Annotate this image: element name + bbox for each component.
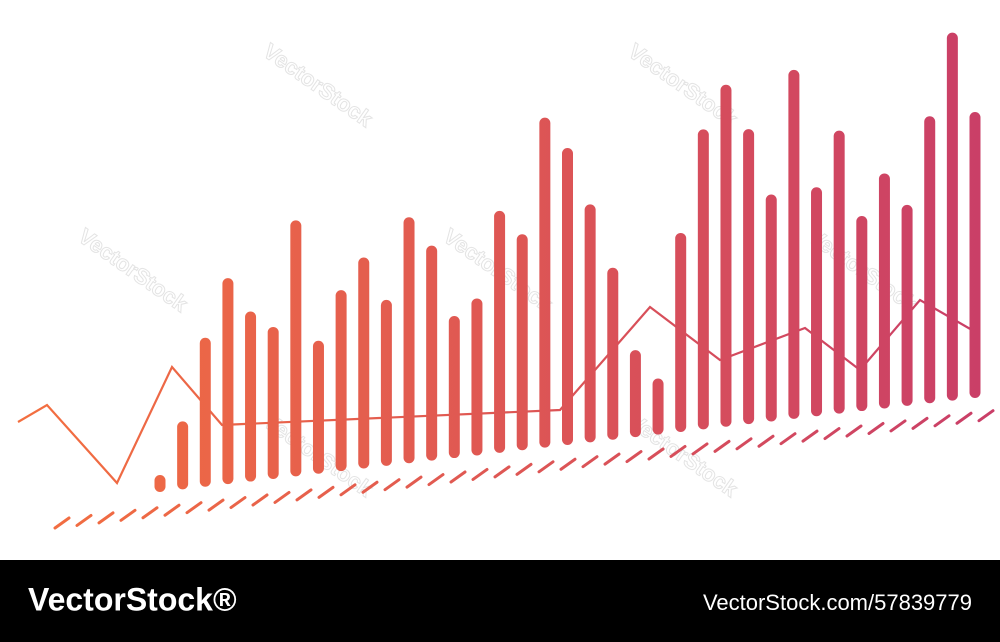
bar — [924, 116, 936, 404]
floor-hatch — [625, 450, 643, 464]
bar — [743, 129, 755, 425]
floor-hatch — [75, 513, 93, 527]
bar — [290, 220, 302, 477]
bar — [969, 112, 981, 398]
bar — [448, 316, 460, 459]
floor-hatch — [97, 511, 115, 525]
bar — [199, 337, 211, 487]
watermark: VectorStock — [259, 38, 378, 132]
floor-hatch — [537, 460, 555, 474]
bar — [856, 216, 868, 412]
floor-hatch — [713, 439, 731, 453]
bar — [312, 340, 324, 474]
bar — [788, 69, 800, 419]
floor-hatch — [449, 470, 467, 484]
bar — [380, 299, 392, 466]
bar — [177, 421, 189, 490]
bar — [607, 267, 619, 440]
floor-hatch — [889, 419, 907, 433]
floor-hatch — [53, 516, 71, 530]
floor-hatch — [361, 480, 379, 494]
floor-hatch — [823, 427, 841, 441]
floor-hatch — [471, 467, 489, 481]
bar — [878, 173, 890, 409]
floor-hatch — [207, 498, 225, 512]
floor-hatch — [933, 414, 951, 428]
bar — [335, 290, 347, 472]
bar — [652, 378, 664, 435]
floor-hatch — [383, 478, 401, 492]
floor-hatch — [251, 493, 269, 507]
floor-hatch — [559, 457, 577, 471]
floor-hatch — [867, 421, 885, 435]
bar — [494, 210, 506, 453]
floor-hatch — [603, 452, 621, 466]
floor-hatch — [955, 411, 973, 425]
bar — [245, 311, 257, 482]
floor-hatch — [339, 483, 357, 497]
bar — [426, 245, 438, 461]
bar — [833, 130, 845, 414]
floor-hatch — [515, 462, 533, 476]
bar — [720, 84, 732, 427]
bar — [539, 117, 551, 448]
bar — [154, 475, 166, 492]
floor-hatch — [229, 496, 247, 510]
floor-hatch — [141, 506, 159, 520]
floor-hatch — [845, 424, 863, 438]
floor-hatch — [119, 508, 137, 522]
bar — [901, 204, 913, 406]
floor-hatch — [977, 409, 995, 423]
bar — [358, 257, 370, 469]
floor-hatch — [669, 444, 687, 458]
floor-hatch — [757, 434, 775, 448]
bar — [811, 187, 823, 417]
floor-hatch — [163, 503, 181, 517]
floor-hatch — [493, 465, 511, 479]
footer-url: VectorStock.com/57839779 — [703, 590, 972, 615]
bar — [471, 298, 483, 456]
bar — [675, 232, 687, 432]
trend-line — [17, 298, 973, 485]
floor-hatch — [317, 485, 335, 499]
bar — [584, 204, 596, 443]
bar — [946, 32, 958, 401]
floor-hatch — [295, 488, 313, 502]
footer-brand: VectorStock® — [28, 581, 237, 617]
floor-hatch — [691, 442, 709, 456]
floor-hatch — [427, 473, 445, 487]
floor-hatch — [581, 455, 599, 469]
bar — [562, 148, 573, 445]
floor-hatch — [735, 437, 753, 451]
bar — [267, 326, 279, 479]
floor-hatch — [647, 447, 665, 461]
bar — [403, 217, 415, 464]
bar — [516, 234, 528, 451]
floor-hatch — [273, 490, 291, 504]
floor-hatch — [911, 416, 929, 430]
bar — [222, 278, 234, 485]
floor-hatch — [801, 429, 819, 443]
watermark: VectorStock — [74, 223, 193, 317]
floor-hatch — [779, 432, 797, 446]
bar — [697, 129, 709, 430]
floor-hatch — [405, 475, 423, 489]
bar — [629, 350, 641, 438]
footer-bar — [0, 560, 1000, 642]
bar — [765, 194, 777, 422]
floor-hatch — [185, 501, 203, 515]
